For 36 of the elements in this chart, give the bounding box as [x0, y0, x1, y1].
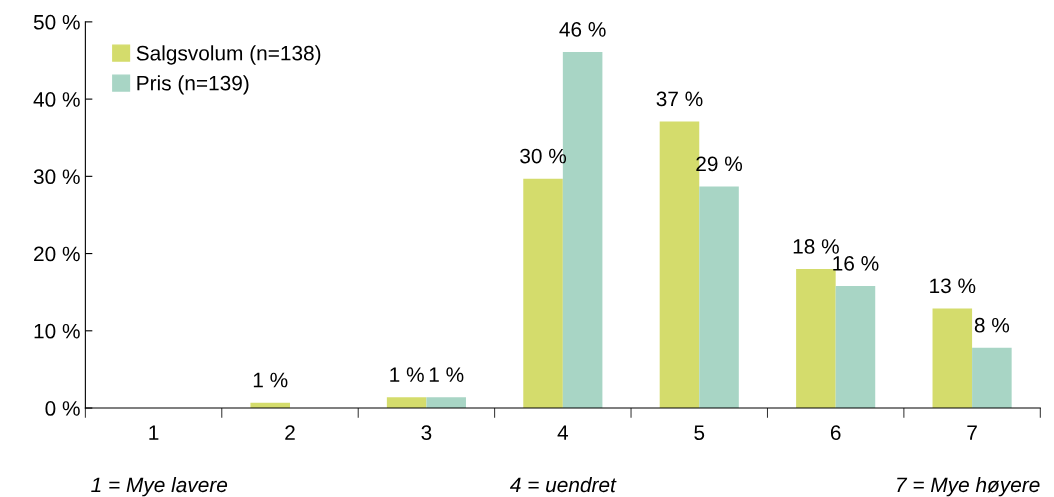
data-label: 30 %: [520, 148, 567, 164]
y-tick-label: 10 %: [34, 323, 80, 339]
y-tick-label: 40 %: [33, 92, 80, 107]
data-label: 1 %: [429, 367, 464, 382]
y-tick-label: 50 %: [33, 14, 80, 30]
data-label: 13 %: [930, 278, 976, 294]
data-label: 37 %: [656, 91, 703, 107]
x-tick-label: 1: [149, 425, 159, 440]
x-tick-label: 4: [557, 425, 569, 440]
bar: [386, 397, 427, 409]
x-tick-label: 6: [830, 425, 841, 441]
bar: [523, 178, 563, 409]
bar: [426, 397, 466, 409]
data-label: 1 %: [253, 372, 288, 388]
bar: [835, 286, 876, 409]
bar: [932, 308, 973, 409]
legend-label: Pris (n=139): [137, 75, 249, 95]
data-label: 46 %: [559, 22, 606, 37]
x-tick-label: 7: [967, 425, 977, 440]
bar: [972, 347, 1012, 409]
legend-label: Salgsvolum (n=138): [136, 45, 321, 65]
y-tick-label: 0 %: [45, 401, 80, 416]
text: 7 = Mye høyere: [897, 476, 1040, 497]
text: 1 = Mye lavere: [91, 476, 228, 497]
data-label: 18 %: [793, 239, 839, 254]
x-tick-label: 3: [421, 425, 432, 441]
y-tick-label: 30 %: [33, 169, 80, 185]
text: 4 = uendret: [509, 476, 617, 493]
y-tick-label: 20 %: [34, 246, 80, 262]
x-tick-label: 2: [285, 425, 295, 440]
data-label: 16 %: [833, 256, 879, 271]
data-label: 1 %: [390, 367, 424, 382]
x-tick-label: 5: [694, 425, 705, 441]
data-label: 8 %: [974, 317, 1010, 333]
bar: [796, 269, 836, 409]
bar: [699, 186, 739, 409]
